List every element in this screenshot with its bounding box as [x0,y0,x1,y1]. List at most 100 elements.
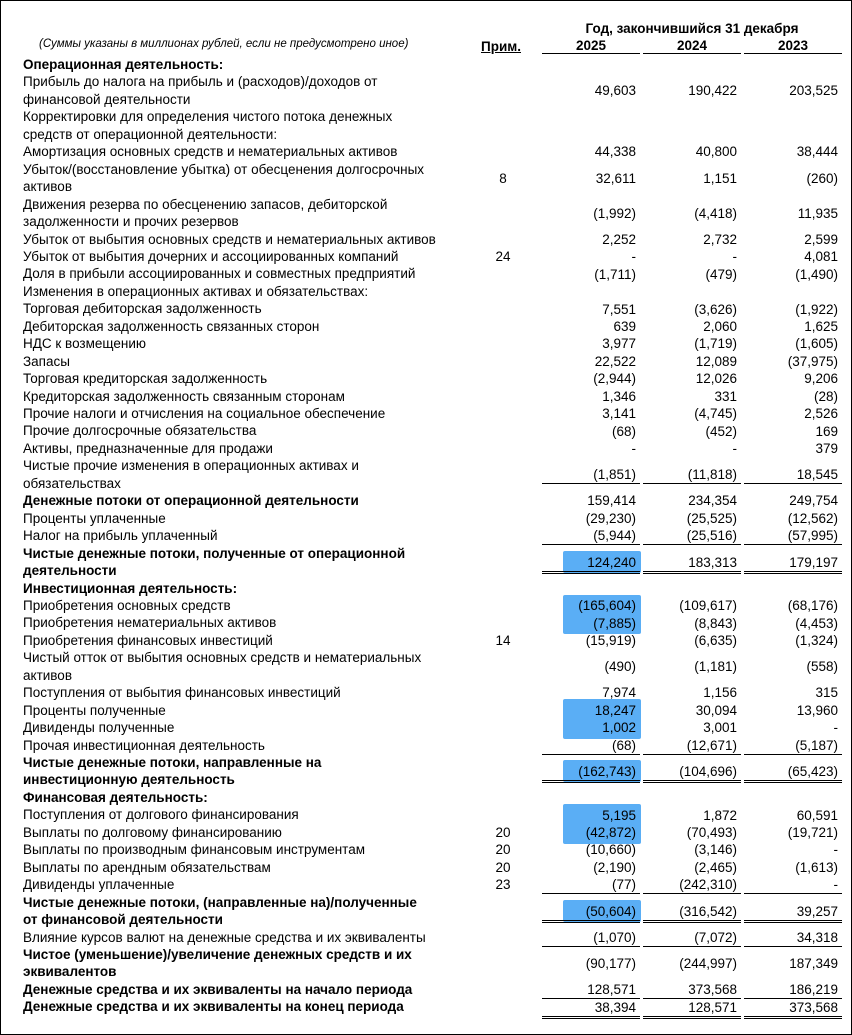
value-cell: (260) [806,170,838,186]
value-cell: (7,885) [593,615,636,631]
value-cell: 12,026 [695,371,737,387]
row-label: Поступления от долгового финансирования [23,807,299,823]
value-cell: 234,354 [688,493,737,509]
value-cell: (479) [705,266,737,282]
value-cell: (1,851) [542,466,640,485]
row-label: Выплаты по долговому финансированию [23,824,282,840]
note-ref: 20 [495,842,511,858]
value-cell: (12,671) [643,737,741,755]
row-label: Убыток от выбытия дочерних и ассоциирова… [23,248,399,264]
row-label: Изменения в операционных активах и обяза… [23,283,369,299]
row-label: Торговая дебиторская задолженность [23,301,262,317]
row-label: Доля в прибыли ассоциированных и совмест… [23,266,416,282]
value-cell: (2,465) [694,859,737,875]
row-label: Корректировки для определения чистого по… [23,109,393,125]
value-cell: (558) [806,659,838,675]
value-cell: 30,094 [695,702,737,718]
value-cell: (4,745) [694,406,737,422]
value-cell: 60,591 [796,807,838,823]
value-cell: (50,604) [542,903,640,923]
value-cell: (1,324) [795,633,838,649]
value-cell: 639 [613,318,636,334]
note-heading: Прим. [481,39,521,54]
value-cell: (68) [611,423,636,439]
highlight [563,900,641,923]
value-cell: (1,613) [795,859,838,875]
value-cell: 18,545 [744,466,842,485]
value-cell: (452) [705,423,737,439]
value-cell: 373,568 [744,999,842,1019]
row-label: инвестиционную деятельность [23,772,235,788]
value-cell: 11,935 [797,205,838,221]
value-cell: - [732,249,738,265]
value-cell: (68,176) [787,598,838,614]
value-cell: (68) [542,737,640,755]
note-ref: 8 [499,170,507,186]
value-cell: 2,599 [804,231,838,247]
value-cell: 7,974 [602,685,636,701]
row-label: Влияние курсов валют на денежные средств… [23,929,426,945]
value-cell: 44,338 [594,144,636,160]
value-cell: 186,219 [744,981,842,1000]
row-label: Чистые денежные потоки, полученные от оп… [23,545,406,561]
value-cell: 1,346 [602,388,636,404]
note-ref: 24 [495,249,511,265]
period-heading: Год, закончившийся 31 декабря [585,21,799,36]
value-cell: 49,603 [594,83,636,99]
value-cell: 187,349 [789,955,838,971]
note-ref: 20 [495,859,511,875]
value-cell: 2,526 [804,406,838,422]
value-cell: 159,414 [587,493,636,509]
value-cell: (109,617) [679,598,737,614]
year-heading: 2024 [643,38,741,54]
year-heading: 2023 [744,38,842,54]
value-cell: (244,997) [679,955,737,971]
value-cell: 1,002 [602,720,636,736]
row-label: от финансовой деятельности [23,912,223,928]
row-label: Финансовая деятельность: [23,789,208,805]
value-cell: 249,754 [789,493,838,509]
row-label: средств от операционной деятельности: [23,126,278,142]
row-label: финансовой деятельности [23,91,191,107]
value-cell: (4,453) [795,615,838,631]
value-cell: (42,872) [585,825,636,841]
value-cell: 1,625 [804,318,838,334]
units-note: (Суммы указаны в миллионах рублей, если … [39,38,409,50]
value-cell: (25,516) [643,527,741,546]
value-cell: (15,919) [585,633,636,649]
value-cell: (5,944) [542,527,640,546]
value-cell: (1,711) [594,266,636,282]
value-cell: 7,551 [602,301,636,317]
value-cell: (1,070) [542,929,640,947]
value-cell: (104,696) [643,763,741,783]
row-label: задолженности и прочих резервов [23,214,239,230]
value-cell: 1,151 [703,170,737,186]
value-cell: (2,944) [593,371,636,387]
row-label: эквивалентов [23,964,117,980]
row-label: Прочие налоги и отчисления на социальное… [23,406,386,421]
value-cell: (77) [542,876,640,895]
row-label: Поступления от выбытия финансовых инвест… [23,685,341,701]
row-label: Налог на прибыль уплаченный [23,528,218,544]
value-cell: (19,721) [787,825,838,841]
value-cell: (29,230) [585,510,636,526]
row-label: Прибыль до налога на прибыль и (расходов… [23,74,378,90]
value-cell: (1,490) [795,266,838,282]
row-label: Убыток от выбытия основных средств и нем… [23,231,436,247]
row-label: Амортизация основных средств и нематериа… [23,144,398,160]
value-cell: (1,719) [694,336,737,352]
highlight [563,594,641,635]
value-cell: 22,522 [594,353,636,369]
value-cell: (1,605) [795,336,838,352]
row-label: Дебиторская задолженность связанных стор… [23,318,320,334]
value-cell: 40,800 [695,144,737,160]
value-cell: 190,422 [688,83,737,99]
row-label: Выплаты по производным финансовым инстру… [23,842,366,858]
row-label: Инвестиционная деятельность: [23,580,238,596]
row-label: НДС к возмещению [23,336,146,352]
row-label: Движения резерва по обесценению запасов,… [23,196,388,212]
value-cell: 203,525 [789,83,838,99]
value-cell: 128,571 [542,981,640,1000]
row-label: деятельности [23,563,117,579]
value-cell: (57,995) [744,527,842,546]
